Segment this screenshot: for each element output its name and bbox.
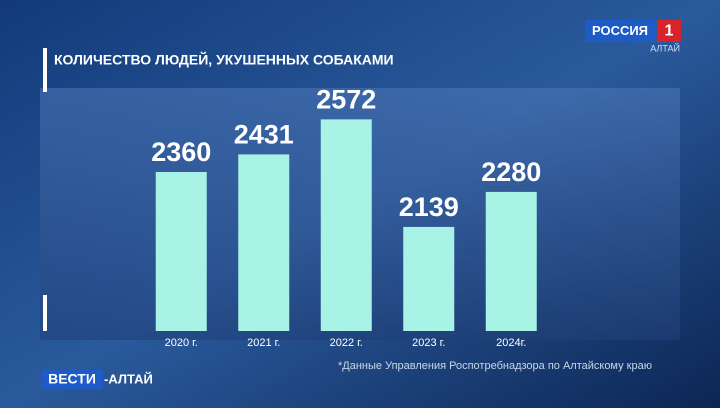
x-tick-label: 2022 г. [330, 337, 363, 349]
x-tick-label: 2020 г. [165, 337, 198, 349]
accent-bar [43, 48, 47, 92]
logo-text: 1 [665, 23, 674, 40]
program-text: ВЕСТИ [48, 371, 96, 387]
logo-region: АЛТАЙ [650, 42, 680, 53]
logo-box [657, 20, 681, 42]
program-region: -АЛТАЙ [104, 371, 153, 386]
x-tick-label: 2023 г. [412, 337, 445, 349]
accent-bar [43, 295, 47, 331]
value-label: 2280 [481, 157, 541, 187]
footnote: *Данные Управления Роспотребнадзора по А… [338, 360, 652, 372]
bar [485, 191, 537, 331]
value-label: 2360 [151, 137, 211, 167]
chart-title: КОЛИЧЕСТВО ЛЮДЕЙ, УКУШЕННЫХ СОБАКАМИ [54, 51, 394, 68]
x-tick-label: 2021 г. [247, 337, 280, 349]
value-label: 2139 [399, 192, 459, 222]
bar [238, 154, 290, 331]
program-box [42, 370, 103, 389]
x-tick-label: 2024г. [496, 337, 526, 349]
bar [155, 172, 207, 331]
bar [403, 226, 455, 331]
value-label: 2431 [234, 120, 294, 150]
logo-box [585, 20, 656, 42]
logo-text: РОССИЯ [592, 23, 648, 38]
bar [320, 119, 372, 331]
value-label: 2572 [316, 84, 376, 114]
